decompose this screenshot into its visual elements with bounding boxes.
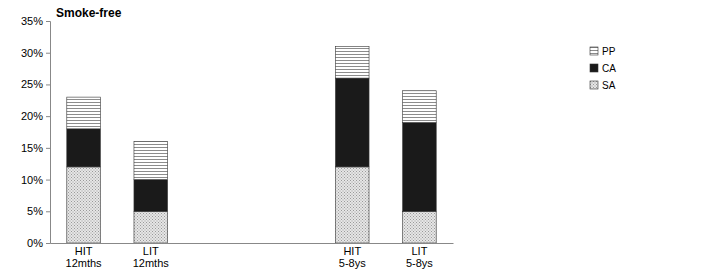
y-tick: 5%: [27, 205, 50, 217]
y-tick: 0%: [27, 237, 50, 249]
bar-segment: [335, 167, 369, 243]
y-tick-label: 5%: [27, 205, 43, 217]
y-tick: 20%: [21, 110, 50, 122]
y-tick-mark: [46, 84, 50, 85]
y-tick: 35%: [21, 15, 50, 27]
bar-segment: [67, 97, 101, 129]
y-tick-mark: [46, 148, 50, 149]
bar-segment: [403, 91, 437, 123]
legend-label: PP: [602, 46, 616, 57]
y-tick-label: 15%: [21, 142, 43, 154]
y-tick-mark: [46, 116, 50, 117]
x-tick-label: HIT12mths: [66, 245, 103, 269]
legend-item: CA: [590, 63, 616, 74]
x-tick: LIT12mths: [133, 245, 170, 269]
bar-segment: [67, 129, 101, 167]
legend-swatch: [590, 64, 598, 72]
y-tick-label: 35%: [21, 15, 43, 27]
title: Smoke-free: [56, 6, 122, 20]
y-axis: 0% 5% 10% 15% 20% 25% 30% 35%: [21, 15, 51, 249]
x-tick-label: LIT12mths: [133, 245, 170, 269]
bar-segment: [335, 78, 369, 167]
y-axis-line: [46, 22, 51, 244]
x-axis-line: [51, 243, 454, 244]
bar-segment: [134, 142, 168, 180]
y-tick: 30%: [21, 47, 50, 59]
legend: PP CA SA: [590, 46, 616, 91]
y-tick-label: 30%: [21, 47, 43, 59]
x-axis: HIT12mths LIT12mths HIT5-8ys LIT5-8ys: [51, 244, 454, 270]
plot: 0% 5% 10% 15% 20% 25% 30% 35% HIT12mths LIT12mths…: [21, 15, 454, 269]
y-tick-mark: [46, 180, 50, 181]
y-tick-label: 25%: [21, 78, 43, 90]
legend-swatch: [590, 47, 598, 55]
bar-segment: [335, 46, 369, 78]
y-tick-label: 10%: [21, 174, 43, 186]
y-tick: 10%: [21, 174, 50, 186]
x-tick: HIT12mths: [66, 245, 103, 269]
y-tick-label: 20%: [21, 110, 43, 122]
chart: 0% 5% 10% 15% 20% 25% 30% 35% HIT12mths LIT12mths…: [0, 0, 723, 276]
y-tick-mark: [46, 53, 50, 54]
bar-segment: [134, 211, 168, 243]
y-tick-mark: [46, 21, 50, 22]
y-tick-mark: [46, 211, 50, 212]
bar-segment: [403, 122, 437, 211]
bar-segment: [403, 211, 437, 243]
x-tick-label: LIT5-8ys: [406, 245, 433, 269]
y-tick-label: 0%: [27, 237, 43, 249]
x-tick-label: HIT5-8ys: [339, 245, 366, 269]
x-tick: HIT5-8ys: [339, 245, 366, 269]
bars: [67, 46, 436, 243]
legend-item: PP: [590, 46, 616, 57]
x-tick: LIT5-8ys: [406, 245, 433, 269]
legend-swatch: [590, 81, 598, 89]
bar-segment: [134, 180, 168, 212]
legend-item: SA: [590, 80, 616, 91]
y-tick: 15%: [21, 142, 50, 154]
y-tick: 25%: [21, 78, 50, 90]
legend-label: SA: [602, 80, 616, 91]
bar-segment: [67, 167, 101, 243]
legend-label: CA: [602, 63, 616, 74]
y-tick-mark: [46, 243, 50, 244]
